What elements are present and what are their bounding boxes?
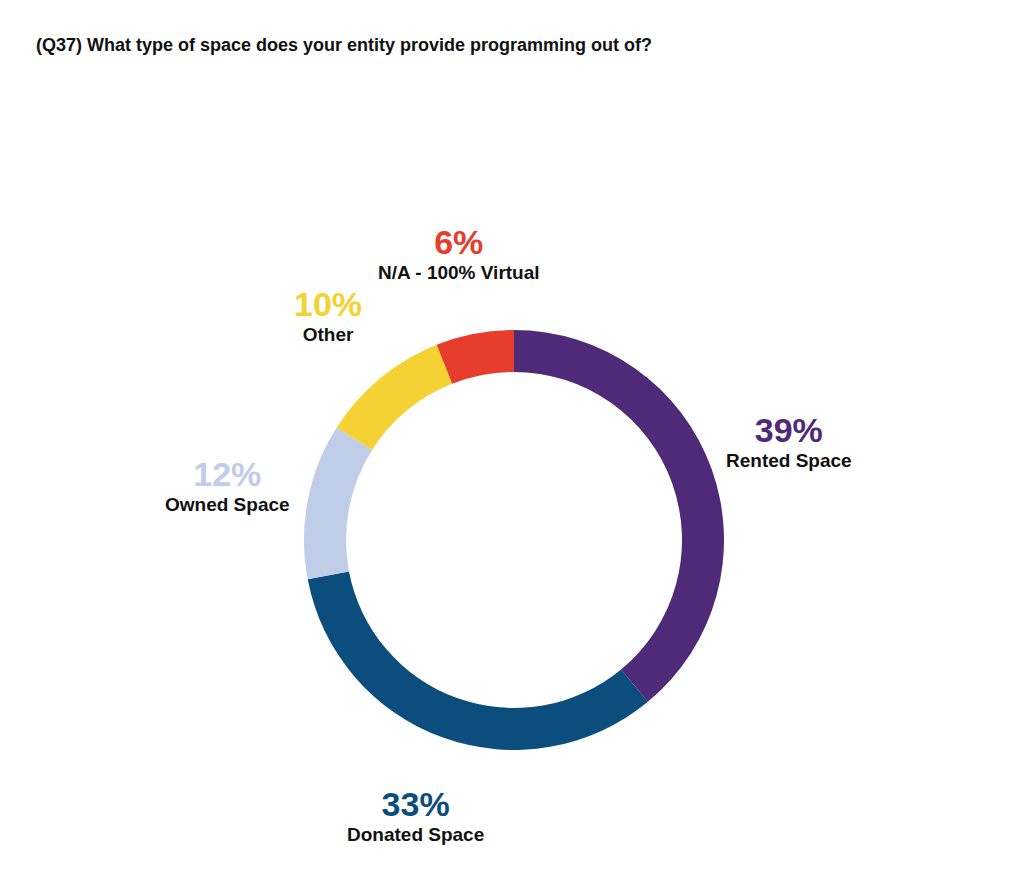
svg-text:10%Other: 10%Other bbox=[294, 285, 362, 345]
svg-text:33%Donated Space: 33%Donated Space bbox=[347, 785, 484, 845]
svg-text:(Q37) What type of space does: (Q37) What type of space does your entit… bbox=[36, 35, 652, 55]
svg-text:12%Owned Space: 12%Owned Space bbox=[165, 455, 290, 515]
svg-text:39%Rented Space: 39%Rented Space bbox=[726, 411, 852, 471]
svg-text:6%N/A - 100% Virtual: 6%N/A - 100% Virtual bbox=[378, 223, 540, 283]
